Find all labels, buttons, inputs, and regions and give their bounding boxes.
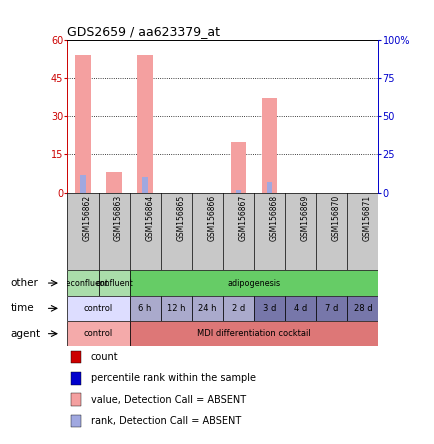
Text: GSM156862: GSM156862	[83, 195, 92, 241]
Text: confluent: confluent	[95, 278, 133, 288]
Text: agent: agent	[11, 329, 41, 339]
Bar	[222, 193, 253, 270]
Bar	[80, 175, 85, 193]
Bar	[316, 193, 347, 270]
Text: 6 h: 6 h	[138, 304, 151, 313]
Bar	[316, 296, 347, 321]
Bar	[70, 372, 81, 385]
Text: rank, Detection Call = ABSENT: rank, Detection Call = ABSENT	[91, 416, 240, 426]
Text: GSM156867: GSM156867	[238, 195, 247, 241]
Text: GSM156871: GSM156871	[362, 195, 371, 241]
Text: 4 d: 4 d	[293, 304, 306, 313]
Text: GSM156870: GSM156870	[331, 195, 340, 241]
Text: GSM156863: GSM156863	[114, 195, 123, 241]
Bar	[67, 193, 98, 270]
Text: MDI differentiation cocktail: MDI differentiation cocktail	[197, 329, 310, 338]
Text: 12 h: 12 h	[167, 304, 185, 313]
Bar	[106, 172, 122, 193]
Text: percentile rank within the sample: percentile rank within the sample	[91, 373, 255, 383]
Text: preconfluent: preconfluent	[57, 278, 108, 288]
Text: GSM156866: GSM156866	[207, 195, 216, 241]
Bar	[75, 55, 91, 193]
Text: adipogenesis: adipogenesis	[227, 278, 280, 288]
Bar	[266, 182, 272, 193]
Bar	[261, 98, 277, 193]
Bar	[129, 193, 161, 270]
Text: 2 d: 2 d	[231, 304, 244, 313]
Bar	[70, 415, 81, 427]
Bar	[70, 351, 81, 363]
Bar	[191, 296, 223, 321]
Text: 7 d: 7 d	[324, 304, 338, 313]
Bar	[191, 193, 223, 270]
Bar	[142, 177, 148, 193]
Bar	[67, 321, 129, 346]
Bar	[346, 193, 378, 270]
Text: count: count	[91, 352, 118, 362]
Bar	[98, 270, 129, 296]
Bar	[67, 270, 98, 296]
Bar	[129, 321, 378, 346]
Bar	[67, 296, 129, 321]
Text: GSM156865: GSM156865	[176, 195, 185, 241]
Bar	[137, 55, 153, 193]
Text: other: other	[11, 278, 39, 288]
Bar	[98, 193, 129, 270]
Bar	[129, 296, 161, 321]
Text: GSM156868: GSM156868	[269, 195, 278, 241]
Bar	[161, 296, 191, 321]
Text: 28 d: 28 d	[353, 304, 372, 313]
Text: GDS2659 / aa623379_at: GDS2659 / aa623379_at	[67, 25, 220, 38]
Text: control: control	[84, 304, 113, 313]
Text: GSM156869: GSM156869	[300, 195, 309, 241]
Bar	[161, 193, 191, 270]
Text: 24 h: 24 h	[197, 304, 216, 313]
Text: 3 d: 3 d	[262, 304, 276, 313]
Bar	[253, 193, 285, 270]
Bar	[235, 190, 241, 193]
Text: GSM156864: GSM156864	[145, 195, 154, 241]
Bar	[346, 296, 378, 321]
Text: time: time	[11, 303, 34, 313]
Bar	[253, 296, 285, 321]
Bar	[230, 142, 246, 193]
Bar	[285, 193, 316, 270]
Text: value, Detection Call = ABSENT: value, Detection Call = ABSENT	[91, 395, 245, 404]
Bar	[129, 270, 378, 296]
Bar	[285, 296, 316, 321]
Bar	[70, 393, 81, 406]
Text: control: control	[84, 329, 113, 338]
Bar	[222, 296, 253, 321]
